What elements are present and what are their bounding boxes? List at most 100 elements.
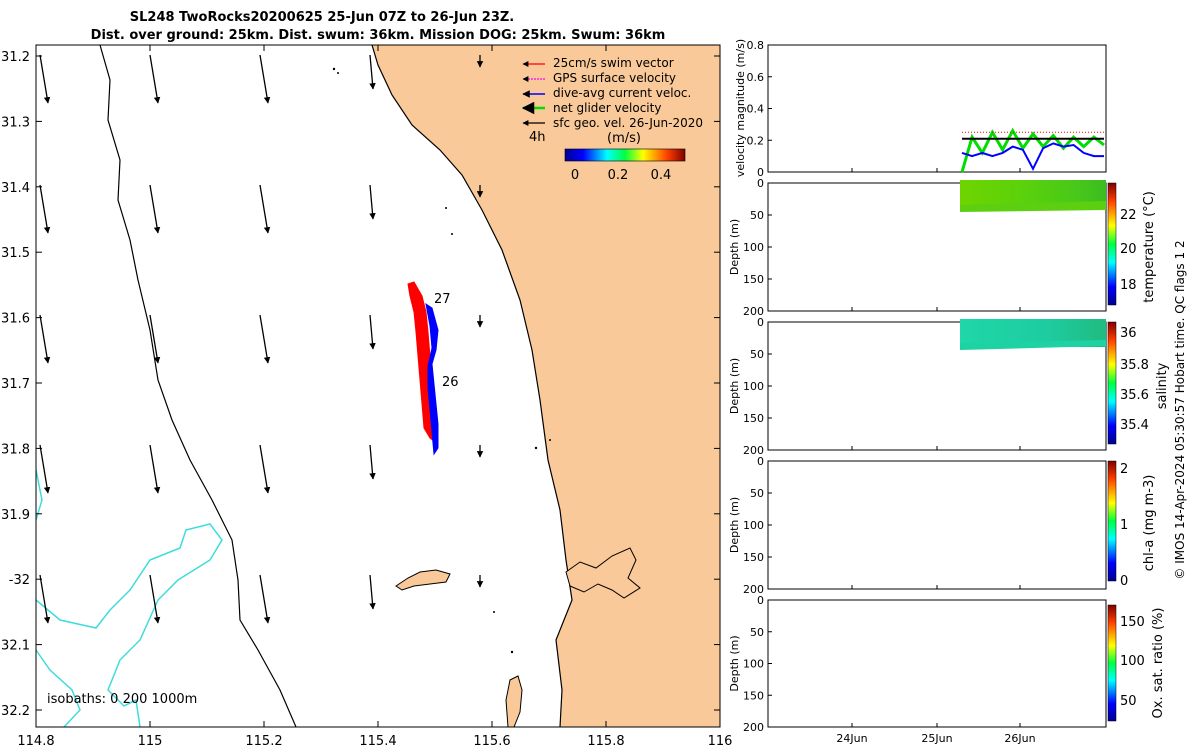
sal-cb-tick-356: 35.6 <box>1120 388 1149 403</box>
ox-cb-tick-50: 50 <box>1120 694 1137 709</box>
map-xtick-label: 115.4 <box>359 734 396 749</box>
depth-ylabel: Depth (m) <box>728 497 741 553</box>
glider-track: 27 26 <box>407 281 459 456</box>
velocity-panel: 0 0.2 0.4 0.6 0.8 velocity magnitude (m/s) <box>734 39 1107 179</box>
velocity-ylabel: velocity magnitude (m/s) <box>734 39 747 177</box>
depth-ylabel: Depth (m) <box>728 219 741 275</box>
temp-cb-tick-22: 22 <box>1120 208 1137 223</box>
depth-axes: 0 50 100 150 200 Depth (m) 0 50 100 150 200 Depth (… <box>728 177 772 734</box>
legend-dive-avg: dive-avg current veloc. <box>553 86 691 100</box>
salinity-panel: salinity 36 35.8 35.6 35.4 <box>767 319 1170 451</box>
map-ytick-label: 31.7 <box>1 377 30 392</box>
dive-avg-track <box>425 302 439 456</box>
isobath-note: isobaths: 0 200 1000m <box>47 692 197 707</box>
time-xtick-label: 24Jun <box>836 732 867 745</box>
velocity-ytick-label: 0 <box>757 166 764 179</box>
depth-ytick-label: 100 <box>743 380 764 393</box>
sal-cb-tick-354: 35.4 <box>1120 418 1149 433</box>
map-ytick-label: 31.2 <box>1 50 30 65</box>
depth-ytick-label: 50 <box>750 348 764 361</box>
depth-ytick-label: 150 <box>743 412 764 425</box>
geo-velocity-arrow <box>39 444 51 494</box>
depth-ytick-label: 200 <box>743 305 764 318</box>
colorbar-tick-0: 0 <box>571 168 579 183</box>
map-ytick-label: 31.9 <box>1 508 30 523</box>
map-ytick-label: 31.5 <box>1 246 30 261</box>
map-legend: 25cm/s swim vector GPS surface velocity … <box>521 56 703 183</box>
velocity-colorbar <box>564 148 686 162</box>
depth-ylabel: Depth (m) <box>728 635 741 691</box>
velocity-series-line <box>961 142 1104 171</box>
time-scale-label: 4h <box>529 130 546 145</box>
chla-panel: chl-a (mg m-3) 2 1 0 <box>767 460 1157 590</box>
temperature-panel: temperature (°C) 22 20 18 <box>767 180 1157 312</box>
isobath-1000m-west <box>36 649 81 727</box>
chla-axes <box>767 460 1107 590</box>
depth-ytick-label: 0 <box>757 455 764 468</box>
velocity-axes <box>767 44 1107 173</box>
colorbar-tick-2: 0.4 <box>651 168 672 183</box>
map-ytick-label: -32 <box>9 573 30 588</box>
ox-cb-tick-100: 100 <box>1120 654 1145 669</box>
geo-velocity-arrow <box>149 314 161 364</box>
temperature-colorbar <box>1107 182 1117 306</box>
depth-ytick-label: 150 <box>743 273 764 286</box>
velocity-series <box>960 127 1105 173</box>
depth-ytick-label: 150 <box>743 551 764 564</box>
salinity-colorbar <box>1107 321 1117 445</box>
depth-ytick-label: 150 <box>743 689 764 702</box>
isobath-200m <box>99 45 297 727</box>
velocity-ytick-label: 0.6 <box>747 71 765 84</box>
depth-ytick-label: 0 <box>757 594 764 607</box>
depth-ytick-label: 200 <box>743 583 764 596</box>
geostrophic-arrows <box>39 54 484 624</box>
depth-ytick-label: 50 <box>750 209 764 222</box>
chla-cb-tick-2: 2 <box>1120 462 1128 477</box>
map-ytick-label: 31.6 <box>1 312 30 327</box>
credit-text: © IMOS 14-Apr-2024 05:30:57 Hobart time.… <box>1173 240 1187 579</box>
geo-velocity-arrow <box>39 314 51 364</box>
oxygen-axes <box>767 599 1107 728</box>
time-xaxis: 24Jun 25Jun 26Jun <box>836 168 1036 745</box>
geo-velocity-arrow <box>369 54 376 90</box>
island-small <box>505 675 523 727</box>
geo-velocity-arrow <box>259 444 271 494</box>
depth-ytick-label: 200 <box>743 444 764 457</box>
depth-ytick-label: 0 <box>757 177 764 190</box>
temperature-colorbar-label: temperature (°C) <box>1142 191 1157 303</box>
geo-velocity-arrow <box>149 444 161 494</box>
geo-velocity-arrow <box>149 54 161 104</box>
figure-title-line1: SL248 TwoRocks20200625 25-Jun 07Z to 26-… <box>130 10 515 25</box>
geo-velocity-arrow <box>149 574 161 624</box>
legend-swim: 25cm/s swim vector <box>553 56 674 70</box>
geo-velocity-arrow <box>39 54 51 104</box>
depth-ytick-label: 0 <box>757 316 764 329</box>
depth-ytick-label: 100 <box>743 519 764 532</box>
map-xtick-label: 115.2 <box>245 734 282 749</box>
map-xtick-label: 115.8 <box>587 734 624 749</box>
geo-velocity-arrow <box>259 54 271 104</box>
salinity-section-bottom <box>960 340 1106 350</box>
salinity-colorbar-label: salinity <box>1155 362 1170 409</box>
depth-ytick-label: 100 <box>743 658 764 671</box>
map-xtick-label: 115.6 <box>473 734 510 749</box>
map-xtick-label: 114.8 <box>17 734 54 749</box>
coastline <box>371 45 573 727</box>
day-label-27: 27 <box>434 292 451 307</box>
geo-velocity-arrow <box>259 314 271 364</box>
time-xtick-label: 25Jun <box>921 732 952 745</box>
figure-title-line2: Dist. over ground: 25km. Dist. swum: 36k… <box>91 28 666 43</box>
map-xtick-label: 116 <box>708 734 733 749</box>
geo-velocity-arrow <box>369 184 376 220</box>
map-xaxis: 114.8 115 115.2 115.4 115.6 115.8 116 <box>17 45 732 749</box>
velocity-ytick-label: 0.4 <box>747 103 765 116</box>
depth-ylabel: Depth (m) <box>728 358 741 414</box>
depth-ytick-label: 100 <box>743 241 764 254</box>
geo-velocity-arrow <box>369 444 376 480</box>
depth-ytick-label: 50 <box>750 626 764 639</box>
estuary-land <box>565 547 641 599</box>
legend-net: net glider velocity <box>553 101 661 115</box>
map-yaxis: 31.2 31.3 31.4 31.5 31.6 31.7 31.8 31.9 -32 32.1 3… <box>1 50 720 719</box>
sal-cb-tick-358: 35.8 <box>1120 358 1149 373</box>
